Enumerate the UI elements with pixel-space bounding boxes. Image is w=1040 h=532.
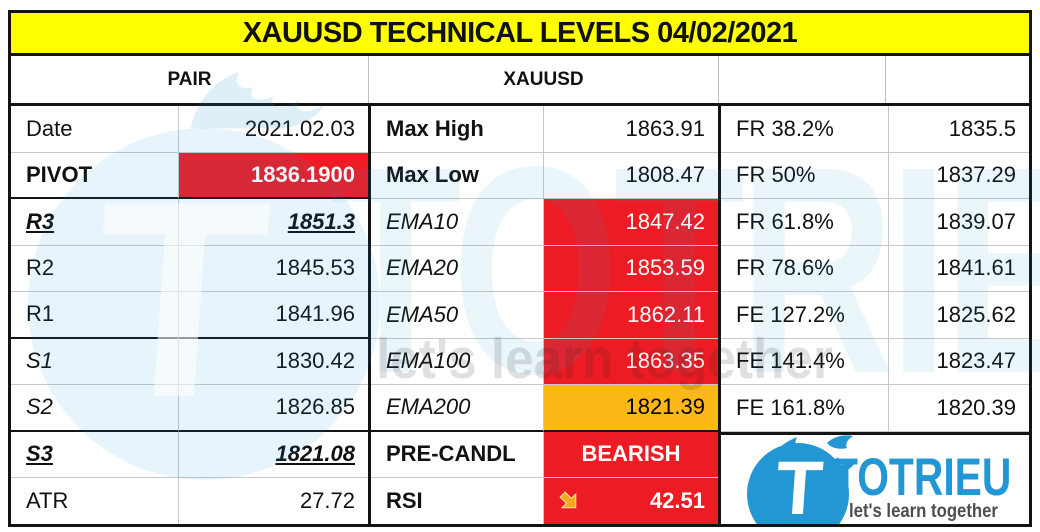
header-empty-cell-2	[885, 56, 1029, 103]
r3-value: 1851.3	[178, 199, 368, 246]
fe-1272-label: FE 127.2%	[721, 292, 888, 339]
table-body: Date 2021.02.03 PIVOT 1836.1900 R3 1851.3 R2 18…	[11, 106, 1029, 524]
fr-50-label: FR 50%	[721, 153, 888, 199]
fr-382-value-text: 1835.5	[948, 115, 1016, 141]
ema10-value-text: 1847.42	[625, 208, 705, 234]
s2-value: 1826.85	[178, 385, 368, 432]
brand-logo: T TOTRIEU let's learn together	[721, 431, 1029, 525]
down-right-arrow-icon	[556, 488, 582, 514]
date-value: 2021.02.03	[178, 106, 368, 153]
ema10-label: EMA10	[371, 199, 543, 246]
fr-786-value: 1841.61	[888, 245, 1029, 292]
rsi-value: 42.51	[543, 478, 718, 524]
max-low-value-text: 1808.47	[625, 162, 705, 188]
max-low-value: 1808.47	[543, 152, 718, 199]
s1-label: S1	[11, 339, 178, 385]
ema50-value: 1862.11	[543, 292, 718, 339]
pivot-label: PIVOT	[11, 153, 178, 199]
ema200-value-text: 1821.39	[625, 394, 705, 420]
ema10-value: 1847.42	[543, 199, 718, 246]
ema20-label: EMA20	[371, 246, 543, 292]
s3-value: 1821.08	[178, 431, 368, 478]
logo-tagline: let's learn together	[849, 500, 998, 522]
fr-50-value-text: 1837.29	[936, 162, 1016, 188]
ema100-value: 1863.35	[543, 338, 718, 385]
page-title: XAUUSD TECHNICAL LEVELS 04/02/2021	[242, 16, 798, 49]
ema50-label: EMA50	[371, 292, 543, 339]
title-bar: XAUUSD TECHNICAL LEVELS 04/02/2021	[11, 13, 1029, 56]
date-value-text: 2021.02.03	[244, 115, 355, 141]
max-low-label: Max Low	[371, 153, 543, 199]
s2-value-text: 1826.85	[275, 394, 355, 420]
indicators-block: Max High 1863.91 Max Low 1808.47 EMA10 1847.4…	[368, 106, 718, 524]
r2-value: 1845.53	[178, 245, 368, 292]
s2-label: S2	[11, 385, 178, 432]
fe-1618-value: 1820.39	[888, 385, 1029, 432]
fe-1618-value-text: 1820.39	[936, 394, 1016, 420]
fe-1618-label: FE 161.8%	[721, 385, 888, 432]
fr-382-label: FR 38.2%	[721, 106, 888, 153]
fr-382-value: 1835.5	[888, 106, 1029, 153]
fe-1272-value-text: 1825.62	[936, 301, 1016, 327]
s3-value-text: 1821.08	[275, 441, 355, 467]
fibonacci-column: FR 38.2% 1835.5 FR 50% 1837.29 FR 61.8% 1839.…	[718, 106, 1029, 524]
s1-value-text: 1830.42	[275, 348, 355, 374]
fr-618-value-text: 1839.07	[936, 208, 1016, 234]
fr-618-value: 1839.07	[888, 199, 1029, 246]
pivot-levels-block: Date 2021.02.03 PIVOT 1836.1900 R3 1851.3 R2 18…	[11, 106, 368, 524]
ema50-value-text: 1862.11	[627, 301, 705, 327]
r1-label: R1	[11, 292, 178, 339]
levels-table: XAUUSD TECHNICAL LEVELS 04/02/2021 PAIR …	[8, 10, 1032, 527]
pivot-value: 1836.1900	[178, 152, 368, 199]
header-row: PAIR XAUUSD	[11, 56, 1029, 106]
pre-candle-value: BEARISH	[543, 431, 718, 478]
ema200-label: EMA200	[371, 385, 543, 432]
fr-618-label: FR 61.8%	[721, 199, 888, 246]
r1-value-text: 1841.96	[275, 301, 355, 327]
date-label: Date	[11, 106, 178, 153]
atr-value-text: 27.72	[299, 488, 355, 513]
ema200-value: 1821.39	[543, 385, 718, 432]
atr-label: ATR	[26, 488, 69, 513]
fe-1272-value: 1825.62	[888, 292, 1029, 339]
header-empty-cell-1	[718, 56, 885, 103]
r1-value: 1841.96	[178, 292, 368, 339]
r2-label: R2	[11, 246, 178, 292]
max-high-value: 1863.91	[543, 106, 718, 153]
logo-brand-text: TOTRIEU	[833, 447, 1012, 507]
ema20-value: 1853.59	[543, 245, 718, 292]
fe-1414-label: FE 141.4%	[721, 339, 888, 385]
ema100-label: EMA100	[371, 339, 543, 385]
rsi-label: RSI	[386, 488, 423, 513]
fr-786-label: FR 78.6%	[721, 246, 888, 292]
logo-circle	[747, 442, 849, 524]
pre-candle-value-text: BEARISH	[581, 441, 681, 467]
r3-value-text: 1851.3	[287, 208, 355, 234]
pair-header-value: XAUUSD	[368, 56, 718, 103]
r3-label: R3	[11, 199, 178, 246]
fr-50-value: 1837.29	[888, 152, 1029, 199]
ema20-value-text: 1853.59	[625, 255, 705, 281]
fe-1414-value-text: 1823.47	[936, 348, 1016, 374]
ema100-value-text: 1863.35	[625, 348, 705, 374]
pivot-value-text: 1836.1900	[251, 161, 355, 187]
s3-label: S3	[11, 432, 178, 478]
max-high-label: Max High	[371, 106, 543, 153]
atr-value: 27.72	[178, 478, 368, 524]
pre-candle-label: PRE-CANDL	[371, 432, 543, 478]
s1-value: 1830.42	[178, 338, 368, 385]
rsi-value-text: 42.51	[649, 488, 705, 513]
fr-786-value-text: 1841.61	[936, 255, 1016, 281]
pair-header-label: PAIR	[167, 68, 212, 90]
fe-1414-value: 1823.47	[888, 338, 1029, 385]
r2-value-text: 1845.53	[275, 255, 355, 281]
logo-initial: T	[773, 445, 826, 525]
max-high-value-text: 1863.91	[625, 115, 705, 141]
fibonacci-block: FR 38.2% 1835.5 FR 50% 1837.29 FR 61.8% 1839.…	[721, 106, 1029, 432]
